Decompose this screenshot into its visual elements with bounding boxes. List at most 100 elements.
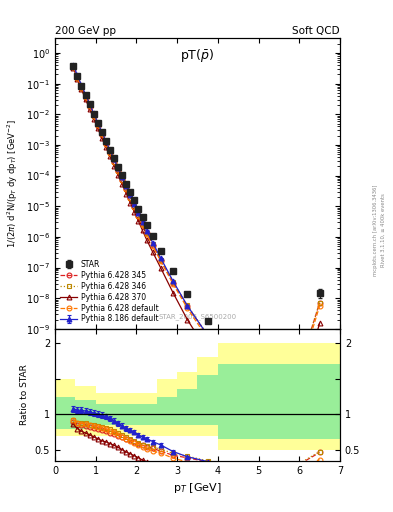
Line: Pythia 6.428 346: Pythia 6.428 346 — [71, 65, 322, 435]
Pythia 6.428 345 — [83, 95, 88, 101]
Pythia 6.428 370 — [140, 227, 145, 233]
Y-axis label: 1/(2$\pi$) d$^2$N/(p$_T$ dy dp$_T$) [GeV$^{-2}$]: 1/(2$\pi$) d$^2$N/(p$_T$ dy dp$_T$) [GeV… — [6, 119, 20, 248]
Pythia 6.428 345 — [205, 332, 210, 338]
Pythia 6.428 345 — [185, 303, 190, 309]
Pythia 6.428 370 — [151, 249, 155, 255]
Pythia 6.428 346 — [99, 131, 104, 137]
Line: Pythia 6.428 default: Pythia 6.428 default — [71, 65, 322, 442]
Text: STAR_2006_S6500200: STAR_2006_S6500200 — [158, 313, 237, 320]
Pythia 6.428 default — [71, 64, 76, 70]
Pythia 6.428 default — [120, 177, 125, 183]
Pythia 6.428 default — [83, 94, 88, 100]
Pythia 6.428 default — [317, 303, 322, 309]
Pythia 6.428 346 — [140, 221, 145, 227]
Pythia 6.428 370 — [99, 135, 104, 141]
Pythia 6.428 default — [116, 168, 121, 174]
Pythia 6.428 370 — [112, 163, 116, 169]
Pythia 6.428 345 — [99, 132, 104, 138]
Pythia 6.428 370 — [124, 190, 129, 197]
Pythia 6.428 345 — [79, 85, 84, 91]
Pythia 6.428 346 — [91, 113, 96, 119]
Pythia 6.428 default — [87, 103, 92, 110]
Legend: STAR, Pythia 6.428 345, Pythia 6.428 346, Pythia 6.428 370, Pythia 6.428 default: STAR, Pythia 6.428 345, Pythia 6.428 346… — [59, 259, 160, 325]
Pythia 6.428 345 — [112, 159, 116, 165]
Pythia 6.428 default — [108, 150, 112, 156]
Pythia 6.428 default — [124, 186, 129, 193]
Pythia 6.428 370 — [120, 181, 125, 187]
Pythia 6.428 370 — [87, 106, 92, 112]
Pythia 6.428 346 — [132, 203, 137, 209]
Pythia 6.428 345 — [136, 212, 141, 219]
Pythia 6.428 345 — [95, 123, 100, 129]
Pythia 6.428 346 — [124, 185, 129, 191]
Pythia 6.428 370 — [144, 237, 149, 243]
Pythia 6.428 346 — [108, 150, 112, 156]
Pythia 6.428 370 — [108, 154, 112, 160]
Pythia 6.428 default — [103, 141, 108, 147]
Pythia 6.428 345 — [71, 65, 76, 71]
Pythia 6.428 370 — [205, 349, 210, 355]
Pythia 6.428 370 — [185, 316, 190, 323]
Pythia 6.428 345 — [91, 113, 96, 119]
Pythia 6.428 370 — [226, 385, 230, 391]
Pythia 6.428 345 — [75, 75, 80, 81]
Pythia 6.428 346 — [205, 332, 210, 338]
Pythia 6.428 345 — [144, 230, 149, 236]
X-axis label: p$_T$ [GeV]: p$_T$ [GeV] — [173, 481, 222, 495]
Pythia 6.428 346 — [112, 159, 116, 165]
Pythia 6.428 370 — [158, 265, 163, 271]
Pythia 6.428 default — [246, 401, 251, 407]
Pythia 6.428 346 — [136, 212, 141, 219]
Pythia 6.428 346 — [71, 64, 76, 70]
Pythia 6.428 345 — [171, 280, 175, 286]
Pythia 6.428 370 — [317, 321, 322, 327]
Pythia 6.428 370 — [116, 172, 121, 178]
Pythia 6.428 346 — [317, 300, 322, 306]
Text: Soft QCD: Soft QCD — [292, 26, 340, 36]
Pythia 6.428 default — [151, 243, 155, 249]
Pythia 6.428 346 — [120, 177, 125, 183]
Pythia 6.428 default — [136, 213, 141, 219]
Pythia 6.428 345 — [132, 204, 137, 210]
Pythia 6.428 370 — [277, 458, 281, 464]
Pythia 6.428 345 — [87, 104, 92, 110]
Pythia 6.428 345 — [120, 177, 125, 183]
Pythia 6.428 default — [144, 231, 149, 237]
Y-axis label: Ratio to STAR: Ratio to STAR — [20, 365, 29, 425]
Pythia 6.428 346 — [246, 395, 251, 401]
Pythia 6.428 370 — [71, 65, 76, 71]
Pythia 6.428 345 — [226, 365, 230, 371]
Pythia 6.428 370 — [75, 76, 80, 82]
Pythia 6.428 default — [205, 335, 210, 342]
Pythia 6.428 346 — [79, 84, 84, 91]
Pythia 6.428 370 — [132, 209, 137, 215]
Line: Pythia 6.428 370: Pythia 6.428 370 — [71, 66, 322, 463]
Pythia 6.428 default — [128, 195, 133, 201]
Pythia 6.428 370 — [83, 96, 88, 102]
Pythia 6.428 345 — [140, 221, 145, 227]
Text: 200 GeV pp: 200 GeV pp — [55, 26, 116, 36]
Pythia 6.428 370 — [246, 421, 251, 427]
Pythia 6.428 345 — [108, 151, 112, 157]
Pythia 6.428 default — [277, 436, 281, 442]
Pythia 6.428 default — [95, 122, 100, 129]
Pythia 6.428 345 — [277, 430, 281, 436]
Pythia 6.428 346 — [277, 429, 281, 435]
Pythia 6.428 370 — [95, 125, 100, 132]
Pythia 6.428 default — [226, 368, 230, 374]
Pythia 6.428 345 — [128, 195, 133, 201]
Pythia 6.428 default — [158, 258, 163, 264]
Pythia 6.428 346 — [87, 103, 92, 110]
Pythia 6.428 default — [140, 222, 145, 228]
Pythia 6.428 370 — [136, 218, 141, 224]
Text: pT($\bar{p}$): pT($\bar{p}$) — [180, 47, 215, 64]
Pythia 6.428 346 — [185, 302, 190, 308]
Pythia 6.428 default — [99, 132, 104, 138]
Pythia 6.428 346 — [116, 167, 121, 174]
Text: Rivet 3.1.10, ≥ 400k events: Rivet 3.1.10, ≥ 400k events — [381, 194, 386, 267]
Pythia 6.428 345 — [124, 186, 129, 193]
Pythia 6.428 346 — [103, 140, 108, 146]
Pythia 6.428 346 — [83, 94, 88, 100]
Pythia 6.428 346 — [128, 195, 133, 201]
Pythia 6.428 default — [112, 159, 116, 165]
